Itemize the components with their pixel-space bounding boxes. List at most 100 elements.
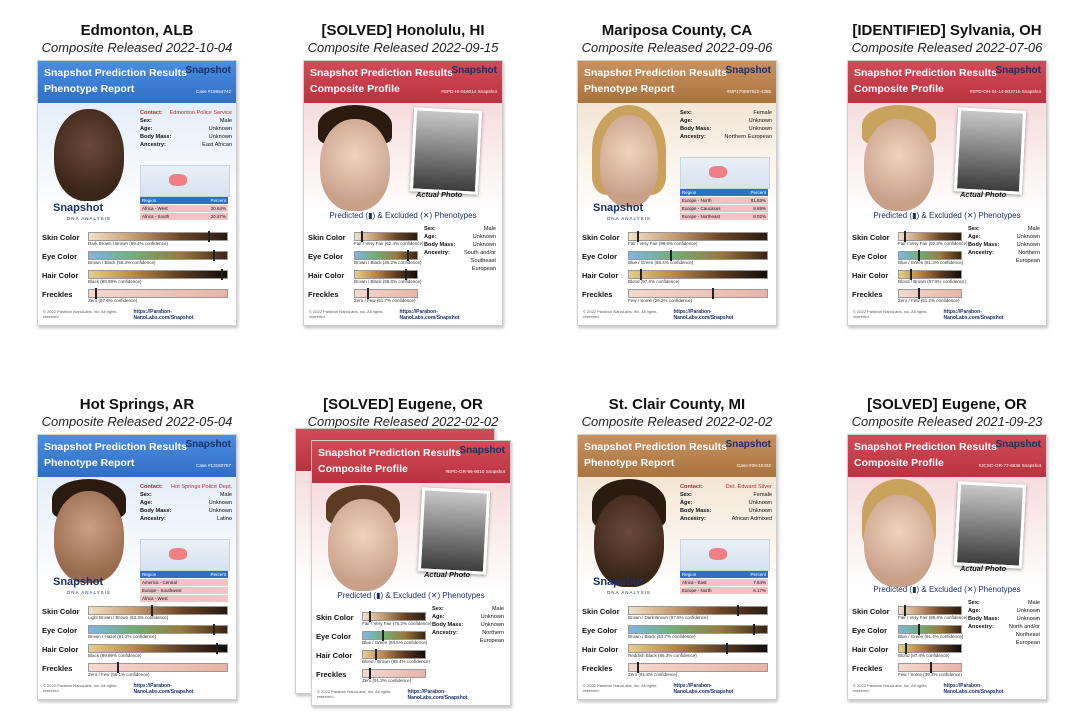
actual-photo-caption: Actual Photo xyxy=(960,564,1007,573)
bar-marker xyxy=(404,269,407,280)
card-subtitle: Composite Released 2022-10-04 xyxy=(41,40,233,55)
snapshot-dna-logo: Snapshot xyxy=(593,202,644,214)
card-title[interactable]: [SOLVED] Eugene, OR xyxy=(867,396,1027,413)
card-subtitle: Composite Released 2022-05-04 xyxy=(41,414,233,429)
trait-value: Zero (91.3% confidence) xyxy=(362,678,412,683)
composite-card-eugene-2021[interactable]: [SOLVED] Eugene, OR Composite Released 2… xyxy=(822,396,1072,721)
mass-val: Unknown xyxy=(748,126,772,132)
report-thumbnail[interactable]: Snapshot Prediction Results Phenotype Re… xyxy=(37,434,237,700)
trait-hair: Hair Color Black (99.99% confidence) xyxy=(42,269,232,288)
ancestry-val: Northern European xyxy=(724,134,772,140)
actual-photo-image xyxy=(953,481,1027,569)
trait-value: Dark Brown / Brown (99.4% confidence) xyxy=(88,241,169,246)
trait-value: Blue / Green (94.5% confidence) xyxy=(362,640,428,645)
card-title[interactable]: Hot Springs, AR xyxy=(79,396,195,413)
composite-card-eugene-2022[interactable]: [SOLVED] Eugene, OR Composite Released 2… xyxy=(278,396,528,721)
case-number: #MP170097522-4385 xyxy=(726,89,771,94)
age-key: Age: xyxy=(968,608,981,614)
report-thumbnail[interactable]: Snapshot Prediction Results Phenotype Re… xyxy=(577,60,777,326)
actual-photo-image xyxy=(953,107,1027,195)
mass-key: Body Mass: xyxy=(968,616,1000,622)
case-number: #JCSO-OR-77-6636 Snapshot xyxy=(978,463,1041,468)
bar-marker xyxy=(910,269,913,280)
composite-card-mariposa[interactable]: Mariposa County, CA Composite Released 2… xyxy=(552,22,802,347)
subject-info: Sex: Male Age: Unknown Body Mass: Unknown A… xyxy=(968,599,1040,647)
region-name: Europe - North xyxy=(682,588,712,593)
report-header: Snapshot Prediction Results Phenotype Re… xyxy=(578,61,776,103)
report-thumbnail[interactable]: Snapshot Prediction Results Composite Pr… xyxy=(311,440,511,706)
trait-bar xyxy=(628,288,768,299)
trait-label: Skin Color xyxy=(42,233,80,242)
age-val: Unknown xyxy=(748,500,772,506)
ancestry-val: African Admixed xyxy=(731,516,772,522)
mass-val: Unknown xyxy=(208,508,232,514)
actual-photo-image xyxy=(409,107,483,195)
ancestry-val: Northern European xyxy=(1015,250,1040,264)
trait-bar xyxy=(362,630,426,641)
ancestry-map xyxy=(680,539,770,571)
trait-skin: Skin Color Dark Brown / Brown (99.4% conf… xyxy=(42,231,232,250)
trait-value: Blond (97.8% confidence) xyxy=(628,279,680,284)
header-line1: Snapshot Prediction Results xyxy=(584,67,727,79)
card-title[interactable]: St. Clair County, MI xyxy=(608,396,746,413)
card-title[interactable]: Edmonton, ALB xyxy=(80,22,194,39)
bar-marker xyxy=(736,605,739,616)
snapshot-dna-sub: DNA ANALYSIS xyxy=(67,590,111,595)
report-thumbnail[interactable]: Snapshot Prediction Results Phenotype Re… xyxy=(577,434,777,700)
card-title[interactable]: [SOLVED] Honolulu, HI xyxy=(321,22,485,39)
sex-val: Male xyxy=(1027,226,1040,232)
composite-card-edmonton[interactable]: Edmonton, ALB Composite Released 2022-10… xyxy=(12,22,262,347)
trait-value: Zero / Few (56.1% confidence) xyxy=(88,672,150,677)
composite-card-honolulu[interactable]: [SOLVED] Honolulu, HI Composite Released… xyxy=(278,22,528,347)
report-thumbnail[interactable]: Snapshot Prediction Results Phenotype Re… xyxy=(37,60,237,326)
trait-list: Skin Color Brown / Dark Brown (97.6% conf… xyxy=(582,605,772,681)
trait-bar xyxy=(88,288,228,299)
bar-marker xyxy=(917,624,920,635)
region-percent: 8.69% xyxy=(753,206,766,211)
trait-label: Skin Color xyxy=(852,233,890,242)
mass-key: Body Mass: xyxy=(140,508,172,514)
subject-info: Sex: Female Age: Unknown Body Mass: Unknown… xyxy=(680,109,772,141)
ancestry-map xyxy=(680,157,770,189)
composite-card-sylvania[interactable]: [IDENTIFIED] Sylvania, OH Composite Rele… xyxy=(822,22,1072,347)
trait-bar xyxy=(628,624,768,635)
region-percent: 20.67% xyxy=(210,214,226,219)
composite-card-st-clair[interactable]: St. Clair County, MI Composite Released … xyxy=(552,396,802,721)
header-line1: Snapshot Prediction Results xyxy=(854,67,997,79)
sex-val: Male xyxy=(1027,600,1040,606)
trait-value: Blue / Green (91.4% confidence) xyxy=(898,634,964,639)
face-composite-image xyxy=(328,499,398,591)
sex-key: Sex: xyxy=(680,110,692,116)
face-composite-image xyxy=(600,115,658,207)
report-thumbnail[interactable]: Snapshot Prediction Results Composite Pr… xyxy=(847,60,1047,326)
card-title[interactable]: Mariposa County, CA xyxy=(601,22,753,39)
header-line2: Composite Profile xyxy=(854,83,944,95)
trait-bar xyxy=(628,231,768,242)
trait-freckles: Freckles Zero (87.6% confidence) xyxy=(42,288,232,307)
ancestry-key: Ancestry: xyxy=(140,142,166,148)
trait-label: Hair Color xyxy=(852,271,889,280)
region-percent: 81.83% xyxy=(750,198,766,203)
trait-list: Skin Color Light Brown / Brown (53.3% con… xyxy=(42,605,232,681)
case-number: #EPD-OR-96-9010 Snapshot xyxy=(445,469,506,474)
trait-label: Hair Color xyxy=(582,271,619,280)
report-thumbnail[interactable]: Snapshot Prediction Results Composite Pr… xyxy=(847,434,1047,700)
card-subtitle: Composite Released 2022-02-02 xyxy=(307,414,499,429)
composite-card-hot-springs[interactable]: Hot Springs, AR Composite Released 2022-… xyxy=(12,396,262,721)
subject-info: Contact: Hot Springs Police Dept. Sex: Mal… xyxy=(140,483,232,523)
predicted-excluded-legend: Predicted (▮) & Excluded (✕) Phenotypes xyxy=(873,585,1021,594)
bar-marker xyxy=(640,269,643,280)
trait-label: Skin Color xyxy=(852,607,890,616)
trait-value: Zero / Few (51.7% confidence) xyxy=(354,298,416,303)
header-line1: Snapshot Prediction Results xyxy=(854,441,997,453)
card-title[interactable]: [SOLVED] Eugene, OR xyxy=(323,396,483,413)
trait-label: Freckles xyxy=(852,664,883,673)
report-footer: © 2022 Parabon NanoLabs, Inc. All rights… xyxy=(853,309,1041,321)
sex-val: Female xyxy=(753,492,772,498)
trait-value: Few / Some (29.2% confidence) xyxy=(628,298,693,303)
card-title[interactable]: [IDENTIFIED] Sylvania, OH xyxy=(852,22,1042,39)
trait-label: Eye Color xyxy=(582,252,618,261)
sex-key: Sex: xyxy=(140,118,152,124)
bar-marker xyxy=(753,624,756,635)
report-thumbnail[interactable]: Snapshot Prediction Results Composite Pr… xyxy=(303,60,503,326)
